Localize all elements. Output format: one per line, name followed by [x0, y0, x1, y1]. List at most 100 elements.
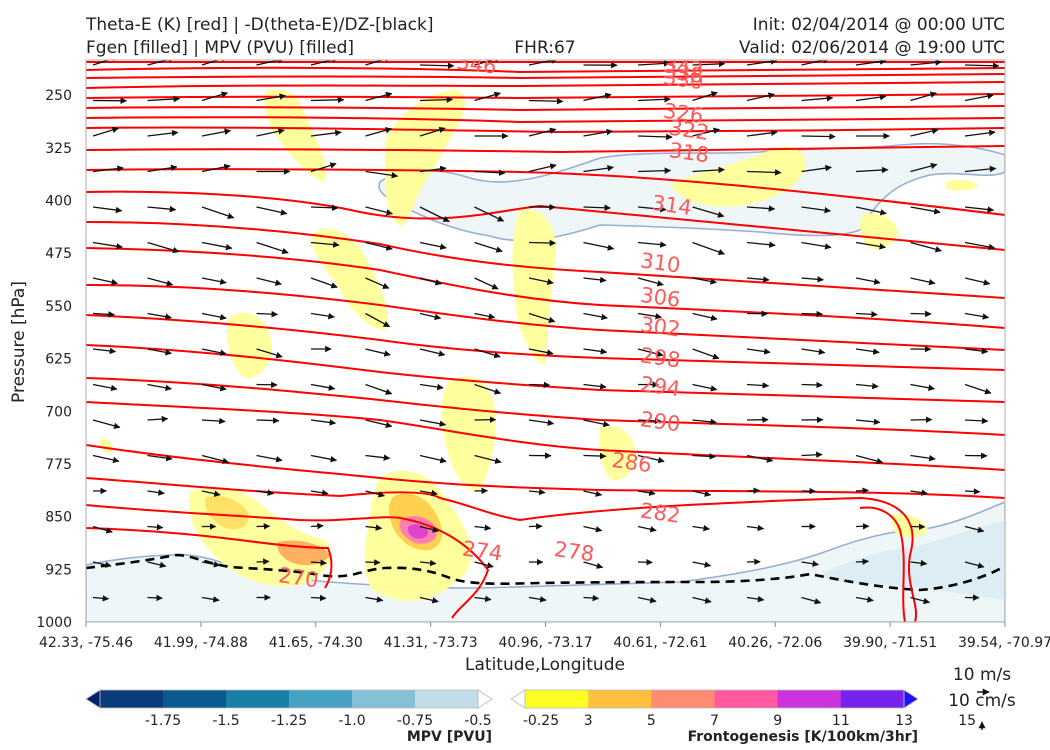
- wind-vector: [583, 276, 607, 284]
- wind-vector: [692, 524, 710, 532]
- theta-e-contour-label: 290: [639, 407, 682, 436]
- wind-vector: [910, 310, 932, 318]
- wind-vector: [964, 417, 989, 425]
- wind-vector: [419, 525, 440, 533]
- wind-vector: [474, 383, 502, 395]
- theta-e-contour-label: 342: [662, 53, 705, 82]
- wind-vector: [365, 348, 391, 357]
- theta-e-line: [859, 506, 906, 622]
- colorbar-tick-label: -1.5: [212, 713, 239, 729]
- wind-vector: [855, 241, 887, 250]
- wind-vector: [528, 277, 554, 285]
- x-tick-label: 40.26, -72.06: [728, 635, 822, 651]
- fgen-colorbar-label: Frontogenesis [K/100km/3hr]: [688, 729, 918, 745]
- theta-e-contour-label: 326: [662, 99, 705, 128]
- wind-vector: [147, 415, 169, 423]
- fgen-region-orange: [204, 495, 249, 530]
- wind-vector: [310, 594, 327, 602]
- wind-vector: [528, 312, 556, 323]
- wind-vector: [692, 206, 725, 218]
- wind-vector: [583, 164, 614, 173]
- wind-vector: [583, 128, 614, 137]
- wind-vector: [147, 454, 173, 462]
- wind-vector: [637, 312, 662, 320]
- theta-e-line: [86, 81, 1005, 89]
- wind-vector: [583, 525, 603, 533]
- wind-vector: [855, 558, 870, 565]
- wind-vector: [92, 383, 118, 392]
- wind-vector: [310, 312, 335, 320]
- colorbar-tick-label: 3: [584, 713, 593, 729]
- wind-vector: [583, 452, 607, 460]
- colorbar-tick-label: -0.5: [464, 713, 491, 729]
- colorbar-tick-label: -0.25: [523, 713, 559, 729]
- wind-vector: [201, 206, 235, 219]
- wind-vector: [310, 419, 337, 426]
- wind-vector: [201, 454, 230, 464]
- wind-vector: [964, 165, 997, 173]
- wind-vector: [474, 454, 502, 464]
- y-tick-label: 400: [45, 194, 72, 210]
- wind-vector: [692, 91, 718, 102]
- colorbar-tick-label: 13: [895, 713, 913, 729]
- theta-e-contour-label: 330: [662, 65, 705, 94]
- wind-vector: [474, 348, 501, 359]
- wind-vector: [201, 60, 228, 66]
- wind-vector: [474, 60, 502, 66]
- wind-vector: [256, 128, 285, 137]
- wind-vector: [256, 489, 275, 496]
- wind-vector: [964, 277, 991, 286]
- wind-vector: [201, 348, 227, 356]
- x-tick-label: 41.65, -74.30: [269, 635, 363, 651]
- wind-vector: [365, 127, 393, 137]
- wind-vector: [801, 241, 832, 250]
- wind-vector: [256, 558, 270, 565]
- wind-vector: [147, 205, 177, 213]
- colorbar-outline: [524, 689, 905, 709]
- wind-vector: [528, 239, 557, 247]
- y-tick-label: 250: [45, 88, 72, 104]
- wind-vector: [746, 276, 770, 283]
- wind-vector: [256, 60, 285, 66]
- colorbar-swatch: [352, 690, 416, 708]
- theta-e-contour-label: 298: [639, 343, 682, 372]
- wind-vector: [419, 62, 455, 69]
- theta-e-contour-label: 286: [610, 448, 653, 477]
- fgen-region: [311, 229, 388, 330]
- wind-vector: [964, 206, 995, 213]
- wind-vector: [964, 92, 994, 102]
- wind-vector: [692, 241, 726, 256]
- wind-vector: [474, 169, 506, 176]
- wind-vector: [583, 419, 610, 428]
- fgen-region: [599, 426, 636, 481]
- theta-e-contour-label: 322: [668, 116, 711, 145]
- theta-e-line: [86, 221, 1005, 299]
- wind-vector: [528, 163, 557, 173]
- theta-e-line: [86, 477, 917, 622]
- colorbar-tick-label: -1.25: [271, 713, 307, 729]
- wind-vector: [147, 60, 175, 66]
- wind-vector: [910, 489, 928, 496]
- wind-vector: [528, 127, 557, 137]
- wind-vector: [419, 489, 438, 497]
- theta-e-line: [86, 377, 1005, 436]
- wind-vector: [147, 95, 181, 103]
- wind-vector: [528, 419, 555, 426]
- wind-vector: [910, 162, 938, 173]
- wind-vector: [419, 277, 442, 286]
- wind-vector: [201, 128, 232, 137]
- colorbar-extend-left: [85, 689, 101, 709]
- wind-vector: [583, 204, 611, 212]
- wind-vector: [147, 164, 178, 173]
- wind-vector: [256, 310, 279, 318]
- wind-vector: [147, 383, 172, 392]
- wind-vector: [583, 594, 600, 602]
- wind-vector: [746, 524, 765, 532]
- vector-key-horizontal-label: 10 m/s: [953, 665, 1011, 685]
- theta-e-line: [86, 190, 1005, 251]
- theta-e-line: [86, 66, 1005, 74]
- wind-vector: [147, 594, 163, 602]
- y-tick-label: 850: [45, 510, 72, 526]
- wind-vector: [365, 170, 399, 179]
